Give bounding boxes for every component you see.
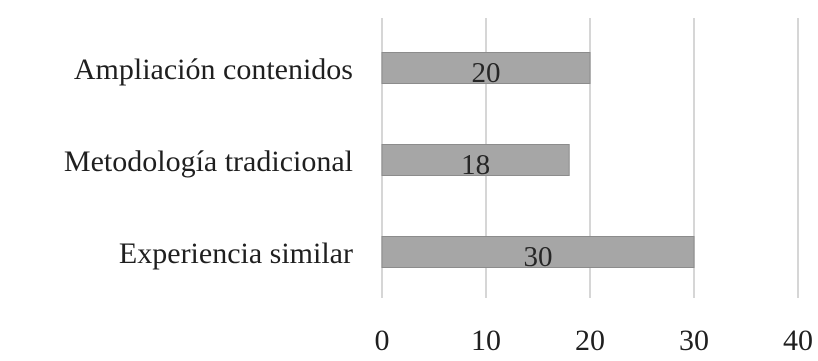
x-tick-label-40: 40 <box>783 324 813 357</box>
x-tick-label-10: 10 <box>471 324 501 357</box>
bar-2 <box>381 144 570 176</box>
category-label-3: Experiencia similar <box>119 237 353 270</box>
x-tick-label-0: 0 <box>375 324 390 357</box>
data-label-1: 20 <box>472 57 501 89</box>
category-label-2: Metodología tradicional <box>64 145 353 178</box>
category-label-1: Ampliación contenidos <box>74 53 353 86</box>
bar-3 <box>381 236 695 268</box>
data-label-3: 30 <box>524 241 553 273</box>
bar-1 <box>381 52 591 84</box>
data-label-2: 18 <box>461 149 490 181</box>
x-axis-tick-labels: 0 10 20 30 40 <box>375 324 814 357</box>
x-tick-label-30: 30 <box>679 324 709 357</box>
bars <box>381 52 695 268</box>
category-labels: Ampliación contenidos Metodología tradici… <box>64 53 353 270</box>
x-tick-label-20: 20 <box>575 324 605 357</box>
data-labels: 20 18 30 <box>461 57 552 273</box>
